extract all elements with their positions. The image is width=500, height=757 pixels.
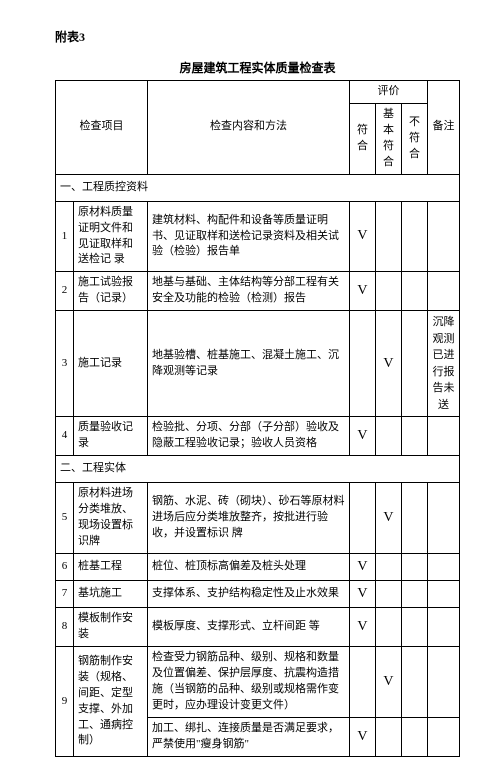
row-remark [428,417,460,456]
row-item: 施工记录 [74,311,148,417]
section-1-label: 一、工程质控资料 [56,174,460,201]
row-num: 6 [56,553,74,580]
row-num: 9 [56,647,74,757]
table-row: 1 原材料质量证明文件和见证取样和送检记 录 建筑材料、构配件和设备等质量证明书… [56,201,460,272]
row-remark: 沉降观测已进行报告未送 [428,311,460,417]
section-2-label: 二、工程实体 [56,456,460,483]
row-nonconform [401,647,427,718]
row-conform [349,483,375,554]
section-2: 二、工程实体 [56,456,460,483]
row-num: 1 [56,201,74,272]
row-remark [428,718,460,757]
row-method: 检验批、分项、分部（子分部）验收及隐蔽工程验收记录；验收人员资格 [148,417,350,456]
row-basic [375,581,401,608]
row-method: 加工、绑扎、连接质量是否满足要求，严禁使用"瘦身钢筋" [148,718,350,757]
row-item: 原材料进场分类堆放、现场设置标识牌 [74,483,148,554]
hdr-nonconform: 不符合 [401,103,427,174]
hdr-basic: 基本符合 [375,103,401,174]
row-remark [428,201,460,272]
inspection-table: 检查项目 检查内容和方法 评价 备注 符合 基本符合 不符合 一、工程质控资料 … [55,80,460,757]
row-remark [428,647,460,718]
table-row: 8 模板制作安装 模板厚度、支撑形式、立杆间距 等 V [56,608,460,647]
row-nonconform [401,311,427,417]
row-remark [428,553,460,580]
table-row: 3 施工记录 地基验槽、桩基施工、混凝土施工、沉降观测等记录 V 沉降观测已进行… [56,311,460,417]
table-row: 9 钢筋制作安装（规格、间距、定型支撑、外加工、通病控制） 检查受力钢筋品种、级… [56,647,460,718]
row-remark [428,608,460,647]
row-conform: V [349,201,375,272]
row-conform: V [349,718,375,757]
row-method: 支撑体系、支护结构稳定性及止水效果 [148,581,350,608]
table-row: 2 施工试验报告（记录） 地基与基础、主体结构等分部工程有关安全及功能的检验（检… [56,272,460,311]
hdr-check-item: 检查项目 [56,81,148,175]
table-row: 7 基坑施工 支撑体系、支护结构稳定性及止水效果 V [56,581,460,608]
row-basic [375,553,401,580]
row-conform [349,647,375,718]
hdr-evaluation: 评价 [349,81,427,104]
row-item: 质量验收记录 [74,417,148,456]
table-title: 房屋建筑工程实体质量检查表 [55,59,460,76]
row-remark [428,483,460,554]
row-nonconform [401,417,427,456]
row-conform: V [349,581,375,608]
row-nonconform [401,483,427,554]
hdr-remark: 备注 [428,81,460,175]
row-nonconform [401,581,427,608]
row-num: 3 [56,311,74,417]
row-conform: V [349,272,375,311]
row-item: 基坑施工 [74,581,148,608]
row-item: 桩基工程 [74,553,148,580]
row-basic: V [375,483,401,554]
row-method: 钢筋、水泥、砖（砌块）、砂石等原材料进场后应分类堆放整齐，按批进行验收，并设置标… [148,483,350,554]
row-method: 建筑材料、构配件和设备等质量证明书、见证取样和送检记录资料及相关试验（检验）报告… [148,201,350,272]
table-row: 5 原材料进场分类堆放、现场设置标识牌 钢筋、水泥、砖（砌块）、砂石等原材料进场… [56,483,460,554]
attachment-label: 附表3 [55,28,460,45]
row-num: 8 [56,608,74,647]
row-item: 钢筋制作安装（规格、间距、定型支撑、外加工、通病控制） [74,647,148,757]
row-num: 4 [56,417,74,456]
table-row: 6 桩基工程 桩位、桩顶标高偏差及桩头处理 V [56,553,460,580]
row-method: 桩位、桩顶标高偏差及桩头处理 [148,553,350,580]
row-nonconform [401,272,427,311]
hdr-check-method: 检查内容和方法 [148,81,350,175]
row-conform [349,311,375,417]
row-basic [375,272,401,311]
row-basic [375,718,401,757]
hdr-conform: 符合 [349,103,375,174]
row-remark [428,272,460,311]
row-method: 地基验槽、桩基施工、混凝土施工、沉降观测等记录 [148,311,350,417]
row-basic [375,608,401,647]
row-item: 模板制作安装 [74,608,148,647]
row-conform: V [349,608,375,647]
row-nonconform [401,201,427,272]
row-item: 原材料质量证明文件和见证取样和送检记 录 [74,201,148,272]
row-nonconform [401,608,427,647]
header-row-1: 检查项目 检查内容和方法 评价 备注 [56,81,460,104]
row-basic [375,201,401,272]
row-conform: V [349,553,375,580]
row-basic [375,417,401,456]
row-conform: V [349,417,375,456]
row-method: 检查受力钢筋品种、级别、规格和数量及位置偏差、保护层厚度、抗震构造措施（当钢筋的… [148,647,350,718]
row-basic: V [375,647,401,718]
row-item: 施工试验报告（记录） [74,272,148,311]
row-num: 5 [56,483,74,554]
row-nonconform [401,718,427,757]
row-num: 2 [56,272,74,311]
row-num: 7 [56,581,74,608]
row-basic: V [375,311,401,417]
row-method: 地基与基础、主体结构等分部工程有关安全及功能的检验（检测）报告 [148,272,350,311]
row-method: 模板厚度、支撑形式、立杆间距 等 [148,608,350,647]
table-row: 4 质量验收记录 检验批、分项、分部（子分部）验收及隐蔽工程验收记录；验收人员资… [56,417,460,456]
row-remark [428,581,460,608]
section-1: 一、工程质控资料 [56,174,460,201]
row-nonconform [401,553,427,580]
